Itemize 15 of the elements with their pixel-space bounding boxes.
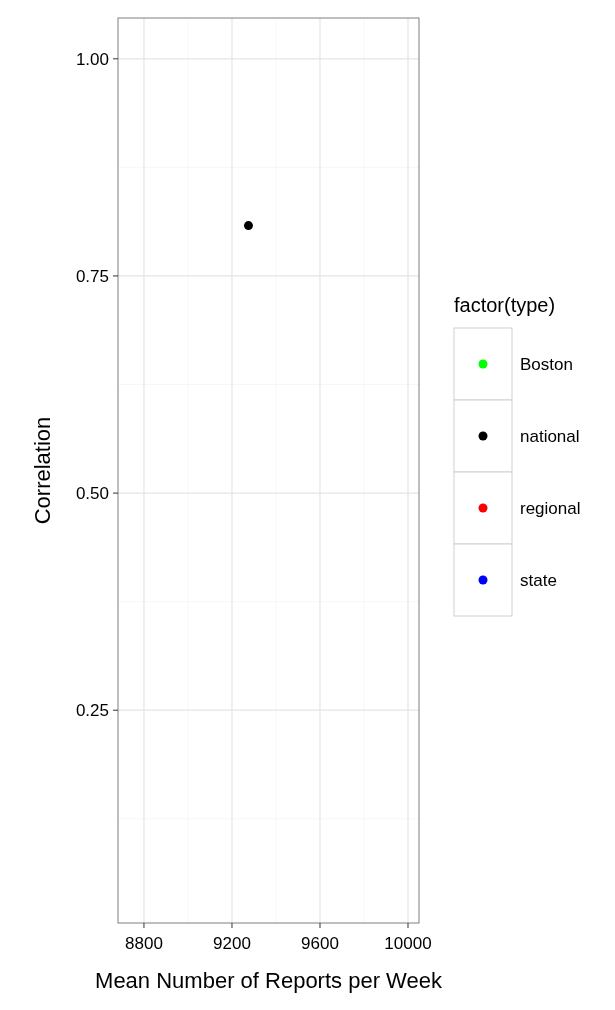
legend-label: Boston: [520, 355, 573, 374]
y-tick-label: 0.75: [75, 266, 109, 286]
y-tick-label: 0.25: [75, 701, 109, 721]
y-axis-title: Correlation: [30, 416, 55, 525]
y-tick-label: 1.00: [75, 49, 109, 69]
legend-label: regional: [520, 499, 581, 518]
y-tick-label: 0.50: [75, 484, 109, 504]
legend-title: factor(type): [454, 294, 556, 316]
legend-label: national: [520, 427, 580, 446]
x-tick-label: 9600: [301, 934, 339, 953]
x-tick-label: 8800: [125, 934, 163, 953]
x-tick-label: 9200: [213, 934, 251, 953]
x-axis-title: Mean Number of Reports per Week: [95, 968, 443, 993]
x-tick-label: 10000: [384, 934, 432, 953]
legend-label: state: [520, 571, 557, 590]
